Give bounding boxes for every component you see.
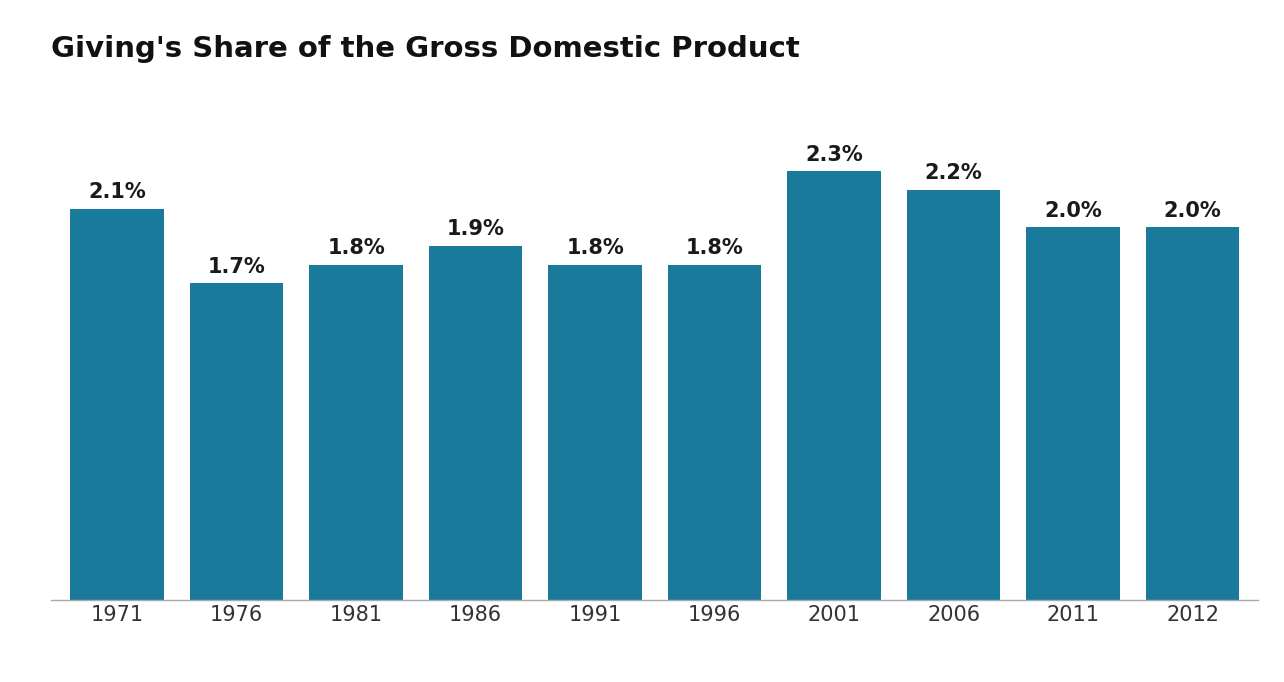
Bar xyxy=(1147,227,1239,600)
Text: 1.9%: 1.9% xyxy=(447,220,505,239)
Bar xyxy=(309,265,403,600)
Text: 2.1%: 2.1% xyxy=(89,182,146,202)
Bar xyxy=(1026,227,1120,600)
Bar xyxy=(787,171,881,600)
Bar xyxy=(907,190,1000,600)
Bar xyxy=(71,209,163,600)
Text: 1.8%: 1.8% xyxy=(566,238,624,258)
Bar xyxy=(429,246,523,600)
Text: 1.8%: 1.8% xyxy=(686,238,743,258)
Text: 1.8%: 1.8% xyxy=(327,238,385,258)
Text: 1.7%: 1.7% xyxy=(208,256,266,277)
Text: Giving's Share of the Gross Domestic Product: Giving's Share of the Gross Domestic Pro… xyxy=(51,35,800,63)
Text: 2.2%: 2.2% xyxy=(924,164,982,183)
Bar xyxy=(668,265,761,600)
Text: 2.0%: 2.0% xyxy=(1163,201,1221,221)
Text: 2.0%: 2.0% xyxy=(1044,201,1102,221)
Bar xyxy=(548,265,642,600)
Text: 2.3%: 2.3% xyxy=(805,145,863,165)
Bar xyxy=(190,283,284,600)
